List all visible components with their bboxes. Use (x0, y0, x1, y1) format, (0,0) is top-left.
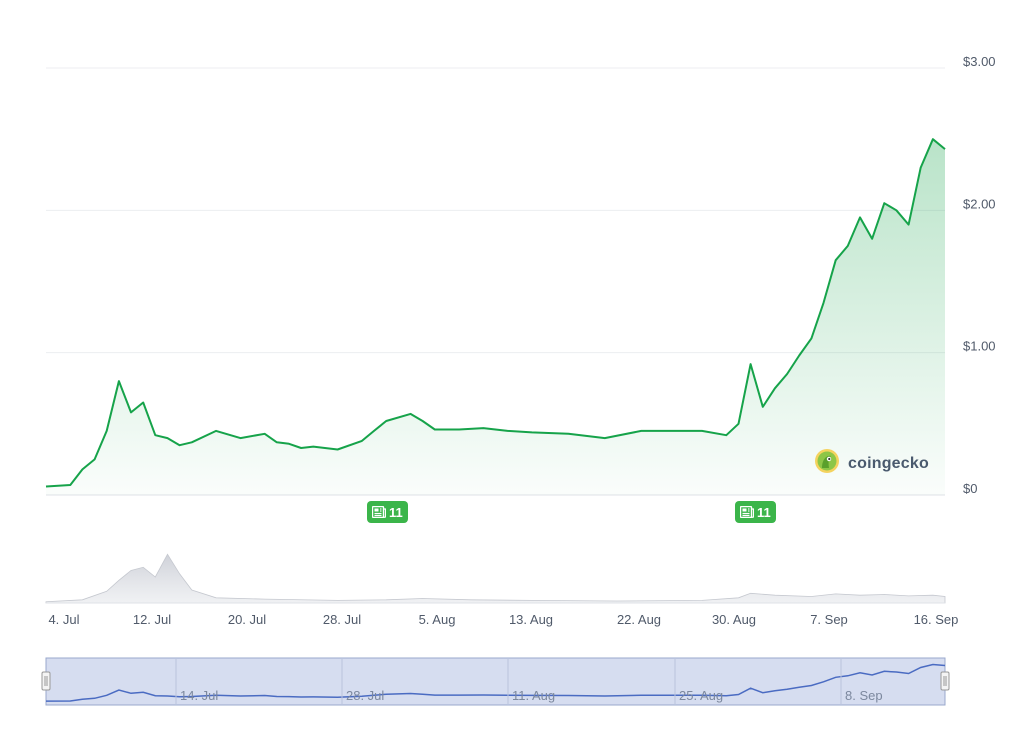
newspaper-icon (372, 506, 386, 518)
newspaper-icon (740, 506, 754, 518)
price-line (45, 138, 946, 488)
y-axis-ticks: $0 $1.00 $2.00 $3.00 (963, 54, 996, 496)
x-tick-label: 22. Aug (617, 612, 661, 627)
x-tick-label: 4. Jul (48, 612, 79, 627)
news-count: 11 (757, 504, 771, 520)
navigator-line (45, 663, 946, 702)
x-tick-label: 12. Jul (133, 612, 171, 627)
navigator-handle-left[interactable] (41, 671, 51, 691)
news-badge[interactable]: 11 (735, 501, 776, 523)
coingecko-watermark: coingecko (814, 448, 929, 479)
x-axis-ticks: 4. Jul 12. Jul 20. Jul 28. Jul 5. Aug 13. Aug… (48, 612, 958, 627)
price-area (45, 138, 946, 495)
navigator-tick-label: 11. Aug (512, 688, 555, 703)
coingecko-logo-icon (814, 448, 840, 479)
navigator-tick-label: 14. Jul (180, 688, 218, 703)
x-tick-label: 20. Jul (228, 612, 266, 627)
volume-path (45, 553, 946, 604)
navigator-tick-label: 8. Sep (845, 688, 883, 703)
navigator-window (45, 657, 946, 706)
y-tick-label: $0 (963, 481, 977, 496)
y-tick-label: $1.00 (963, 339, 996, 354)
navigator-tick-label: 25. Aug (679, 688, 723, 703)
volume-area (45, 553, 946, 604)
price-area-fill (46, 139, 945, 495)
y-tick-label: $2.00 (963, 196, 996, 211)
x-tick-label: 16. Sep (914, 612, 959, 627)
navigator-handle-right[interactable] (940, 671, 950, 691)
x-tick-label: 30. Aug (712, 612, 756, 627)
x-tick-label: 13. Aug (509, 612, 553, 627)
x-tick-label: 7. Sep (810, 612, 848, 627)
brand-name: coingecko (848, 454, 929, 472)
handle-grip (41, 671, 51, 691)
news-count: 11 (389, 504, 403, 520)
navigator-tick-label: 28. Jul (346, 688, 384, 703)
y-tick-label: $3.00 (963, 54, 996, 69)
x-tick-label: 28. Jul (323, 612, 361, 627)
x-tick-label: 5. Aug (419, 612, 456, 627)
navigator[interactable]: 14. Jul 28. Jul 11. Aug 25. Aug 8. Sep (41, 657, 950, 706)
handle-grip (940, 671, 950, 691)
news-badge[interactable]: 11 (367, 501, 408, 523)
